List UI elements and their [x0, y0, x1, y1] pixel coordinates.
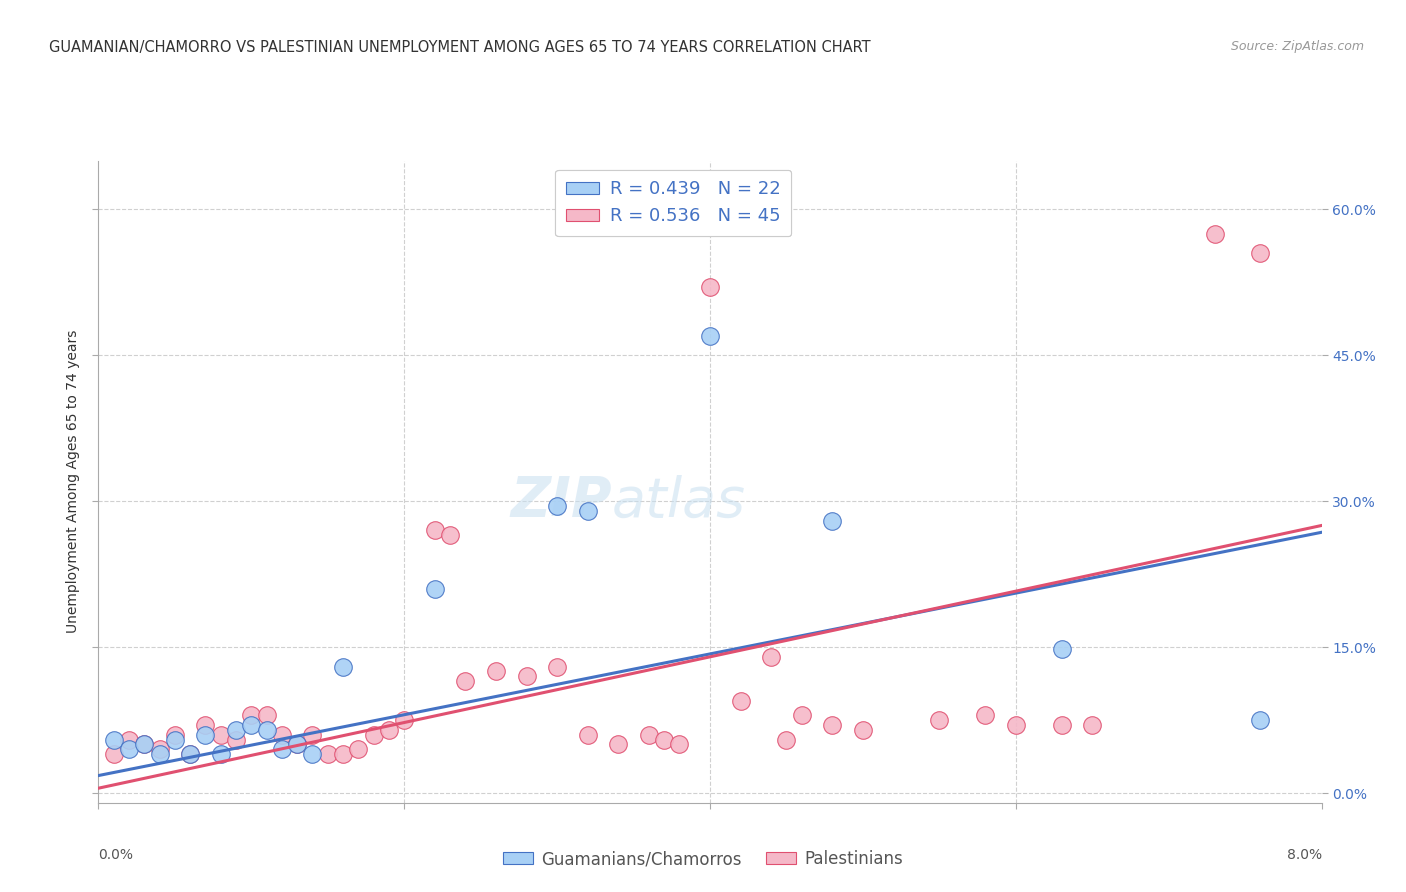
Point — [652, 732, 675, 747]
Point — [1081, 718, 1104, 732]
Legend: R = 0.439   N = 22, R = 0.536   N = 45: R = 0.439 N = 22, R = 0.536 N = 45 — [555, 169, 792, 236]
Point — [149, 747, 172, 761]
Point — [1050, 718, 1073, 732]
Point — [285, 738, 308, 752]
Point — [730, 693, 752, 707]
Text: 8.0%: 8.0% — [1286, 847, 1322, 862]
Point — [316, 747, 339, 761]
Point — [103, 732, 125, 747]
Point — [347, 742, 370, 756]
Point — [1204, 227, 1226, 241]
Text: Source: ZipAtlas.com: Source: ZipAtlas.com — [1230, 40, 1364, 54]
Point — [134, 738, 156, 752]
Point — [225, 732, 247, 747]
Point — [301, 747, 323, 761]
Point — [821, 718, 844, 732]
Point — [1004, 718, 1026, 732]
Point — [637, 728, 661, 742]
Point — [546, 499, 568, 513]
Point — [149, 742, 172, 756]
Point — [790, 708, 813, 723]
Point — [240, 708, 263, 723]
Y-axis label: Unemployment Among Ages 65 to 74 years: Unemployment Among Ages 65 to 74 years — [66, 330, 80, 633]
Point — [179, 747, 201, 761]
Point — [852, 723, 875, 737]
Text: atlas: atlas — [612, 475, 747, 527]
Point — [576, 728, 599, 742]
Point — [134, 738, 156, 752]
Point — [363, 728, 385, 742]
Legend: Guamanians/Chamorros, Palestinians: Guamanians/Chamorros, Palestinians — [496, 844, 910, 875]
Point — [103, 747, 125, 761]
Point — [699, 280, 721, 294]
Text: GUAMANIAN/CHAMORRO VS PALESTINIAN UNEMPLOYMENT AMONG AGES 65 TO 74 YEARS CORRELA: GUAMANIAN/CHAMORRO VS PALESTINIAN UNEMPL… — [49, 40, 870, 55]
Point — [225, 723, 247, 737]
Point — [194, 728, 217, 742]
Point — [118, 732, 141, 747]
Point — [928, 713, 950, 727]
Point — [1050, 642, 1073, 657]
Point — [256, 708, 278, 723]
Point — [454, 674, 477, 689]
Point — [332, 659, 354, 673]
Point — [607, 738, 630, 752]
Point — [194, 718, 217, 732]
Point — [576, 504, 599, 518]
Point — [378, 723, 401, 737]
Point — [974, 708, 997, 723]
Point — [118, 742, 141, 756]
Point — [285, 738, 308, 752]
Point — [179, 747, 201, 761]
Text: 0.0%: 0.0% — [98, 847, 134, 862]
Point — [423, 582, 446, 596]
Point — [485, 665, 508, 679]
Point — [516, 669, 538, 683]
Point — [821, 514, 844, 528]
Point — [270, 728, 294, 742]
Point — [1249, 246, 1271, 260]
Point — [256, 723, 278, 737]
Point — [439, 528, 461, 542]
Point — [1249, 713, 1271, 727]
Point — [209, 728, 232, 742]
Point — [392, 713, 416, 727]
Point — [423, 524, 446, 538]
Point — [775, 732, 797, 747]
Point — [668, 738, 690, 752]
Point — [240, 718, 263, 732]
Point — [332, 747, 354, 761]
Point — [546, 659, 568, 673]
Point — [270, 742, 294, 756]
Point — [301, 728, 323, 742]
Point — [759, 649, 782, 664]
Point — [699, 328, 721, 343]
Point — [163, 728, 186, 742]
Point — [163, 732, 186, 747]
Text: ZIP: ZIP — [510, 474, 612, 528]
Point — [209, 747, 232, 761]
